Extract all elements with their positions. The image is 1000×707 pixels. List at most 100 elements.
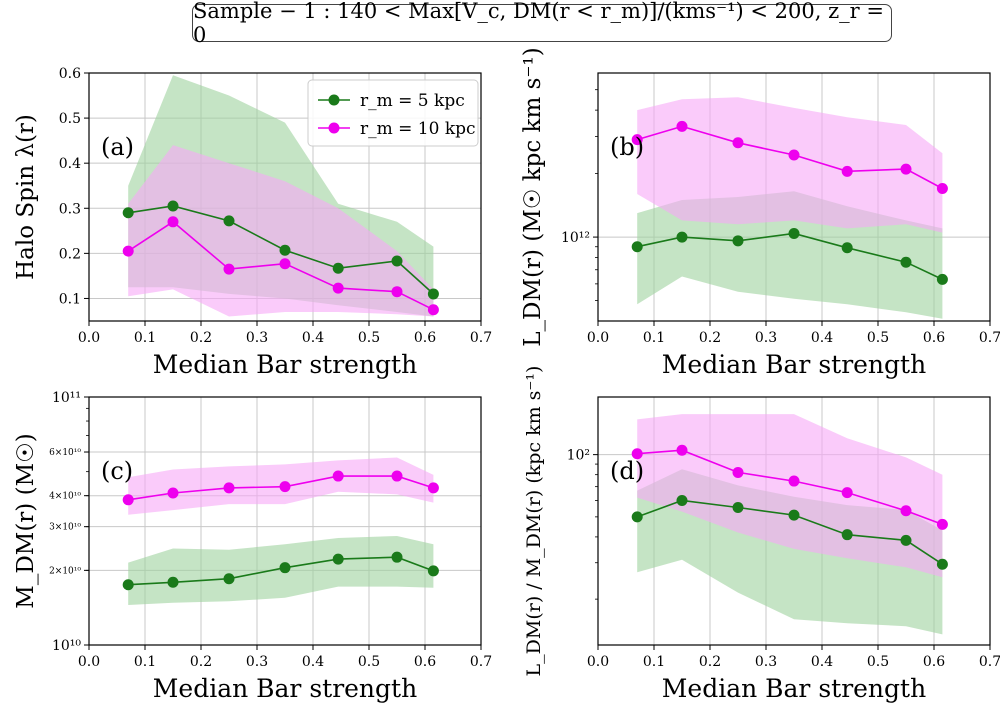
data-point-rm10 — [427, 304, 439, 316]
panel-label: (a) — [101, 133, 134, 161]
data-point-rm10 — [122, 494, 134, 506]
data-point-rm5 — [631, 241, 643, 253]
y-tick-label: 4×10¹⁰ — [49, 492, 81, 502]
x-tick-label: 0.2 — [190, 654, 212, 670]
x-tick-label: 0.6 — [414, 330, 436, 346]
data-point-rm10 — [391, 286, 403, 298]
x-axis-label: Median Bar strength — [153, 674, 417, 703]
x-tick-label: 0.4 — [811, 330, 833, 346]
data-point-rm5 — [732, 501, 744, 513]
x-axis-label: Median Bar strength — [153, 350, 417, 379]
data-point-rm10 — [841, 487, 853, 499]
data-point-rm10 — [223, 263, 235, 275]
data-point-rm10 — [788, 149, 800, 161]
x-tick-label: 0.1 — [643, 654, 665, 670]
panel-label: (d) — [610, 457, 644, 485]
legend-label: r_m = 5 kpc — [360, 91, 465, 111]
x-axis-label: Median Bar strength — [662, 350, 926, 379]
x-tick-label: 0.3 — [246, 654, 268, 670]
x-tick-label: 0.5 — [867, 654, 889, 670]
y-tick-label: 3×10¹⁰ — [49, 523, 81, 533]
data-point-rm5 — [279, 244, 291, 256]
x-tick-label: 0.6 — [923, 654, 945, 670]
legend-label: r_m = 10 kpc — [360, 119, 476, 139]
x-tick-label: 0.4 — [302, 330, 324, 346]
data-point-rm5 — [900, 534, 912, 546]
data-point-rm5 — [841, 529, 853, 541]
data-point-rm5 — [427, 288, 439, 300]
data-point-rm5 — [223, 573, 235, 585]
legend-marker — [328, 94, 340, 106]
data-point-rm5 — [167, 200, 179, 212]
data-point-rm10 — [122, 245, 134, 257]
data-point-rm10 — [631, 448, 643, 460]
x-tick-label: 0.6 — [414, 654, 436, 670]
data-point-rm10 — [332, 282, 344, 294]
data-point-rm5 — [676, 231, 688, 243]
data-point-rm10 — [732, 137, 744, 149]
panel-a: 0.0 0.1 0.2 0.3 0.4 0.5 0.6 0.7 0.1 0.2 0.3 0.4 0.5 0… — [13, 66, 492, 379]
x-tick-label: 0.7 — [470, 654, 492, 670]
data-point-rm10 — [732, 466, 744, 478]
x-tick-label: 0.5 — [358, 654, 380, 670]
y-axis-label: Halo Spin λ(r) — [13, 114, 39, 280]
panel-label: (c) — [101, 457, 133, 485]
data-point-rm5 — [900, 256, 912, 268]
x-tick-label: 0.0 — [78, 654, 100, 670]
y-axis-label: L_DM(r) (M☉ kpc km s⁻¹) — [520, 47, 546, 347]
x-tick-label: 0.1 — [643, 330, 665, 346]
band-rm10 — [128, 145, 434, 317]
x-tick-label: 0.0 — [78, 330, 100, 346]
legend-box — [307, 79, 479, 147]
data-point-rm5 — [279, 562, 291, 574]
panel-d: 0.0 0.1 0.2 0.3 0.4 0.5 0.6 0.7 10² (d) Median Bar… — [523, 366, 1000, 703]
panel-c: 0.0 0.1 0.2 0.3 0.4 0.5 0.6 0.7 10¹⁰ 2×10¹⁰ 3×10¹⁰… — [13, 390, 492, 703]
y-tick-label: 0.4 — [59, 156, 81, 172]
data-point-rm10 — [841, 165, 853, 177]
data-point-rm10 — [427, 482, 439, 494]
data-point-rm5 — [391, 551, 403, 563]
y-axis-label: M_DM(r) (M☉) — [13, 433, 39, 608]
x-tick-label: 0.3 — [246, 330, 268, 346]
data-point-rm10 — [676, 444, 688, 456]
panel-b: 0.0 0.1 0.2 0.3 0.4 0.5 0.6 0.7 10¹² (b) Median Ba… — [520, 47, 1000, 379]
data-point-rm5 — [936, 558, 948, 570]
data-point-rm10 — [279, 481, 291, 493]
y-tick-label: 6×10¹⁰ — [49, 448, 81, 458]
data-point-rm10 — [391, 470, 403, 482]
legend: r_m = 5 kpc r_m = 10 kpc — [307, 79, 479, 147]
x-tick-label: 0.1 — [134, 654, 156, 670]
data-point-rm5 — [223, 215, 235, 227]
data-point-rm5 — [788, 227, 800, 239]
figure-title: Sample − 1 : 140 < Max[V_c, DM(r < r_m)]… — [192, 0, 892, 47]
y-tick-label: 0.2 — [59, 246, 81, 262]
x-tick-label: 0.0 — [587, 654, 609, 670]
x-tick-label: 0.6 — [923, 330, 945, 346]
x-tick-label: 0.7 — [470, 330, 492, 346]
data-point-rm10 — [900, 163, 912, 175]
x-tick-label: 0.2 — [699, 654, 721, 670]
data-point-rm5 — [841, 242, 853, 254]
data-point-rm10 — [900, 505, 912, 517]
panel-label: (b) — [610, 133, 644, 161]
data-point-rm5 — [427, 565, 439, 577]
x-tick-label: 0.2 — [190, 330, 212, 346]
data-point-rm10 — [223, 482, 235, 494]
data-point-rm5 — [332, 553, 344, 565]
data-point-rm5 — [122, 207, 134, 219]
plot-frame — [88, 72, 482, 322]
x-tick-label: 0.7 — [979, 654, 1000, 670]
plot-frame — [88, 396, 482, 646]
data-point-rm10 — [788, 475, 800, 487]
y-tick-label: 2×10¹⁰ — [49, 566, 81, 576]
y-tick-label: 0.5 — [59, 111, 81, 127]
x-tick-label: 0.1 — [134, 330, 156, 346]
data-point-rm5 — [732, 235, 744, 247]
x-tick-label: 0.3 — [755, 654, 777, 670]
band-rm10 — [637, 97, 943, 233]
data-point-rm10 — [936, 518, 948, 530]
legend-marker — [328, 122, 340, 134]
data-point-rm10 — [167, 487, 179, 499]
data-point-rm5 — [332, 262, 344, 274]
